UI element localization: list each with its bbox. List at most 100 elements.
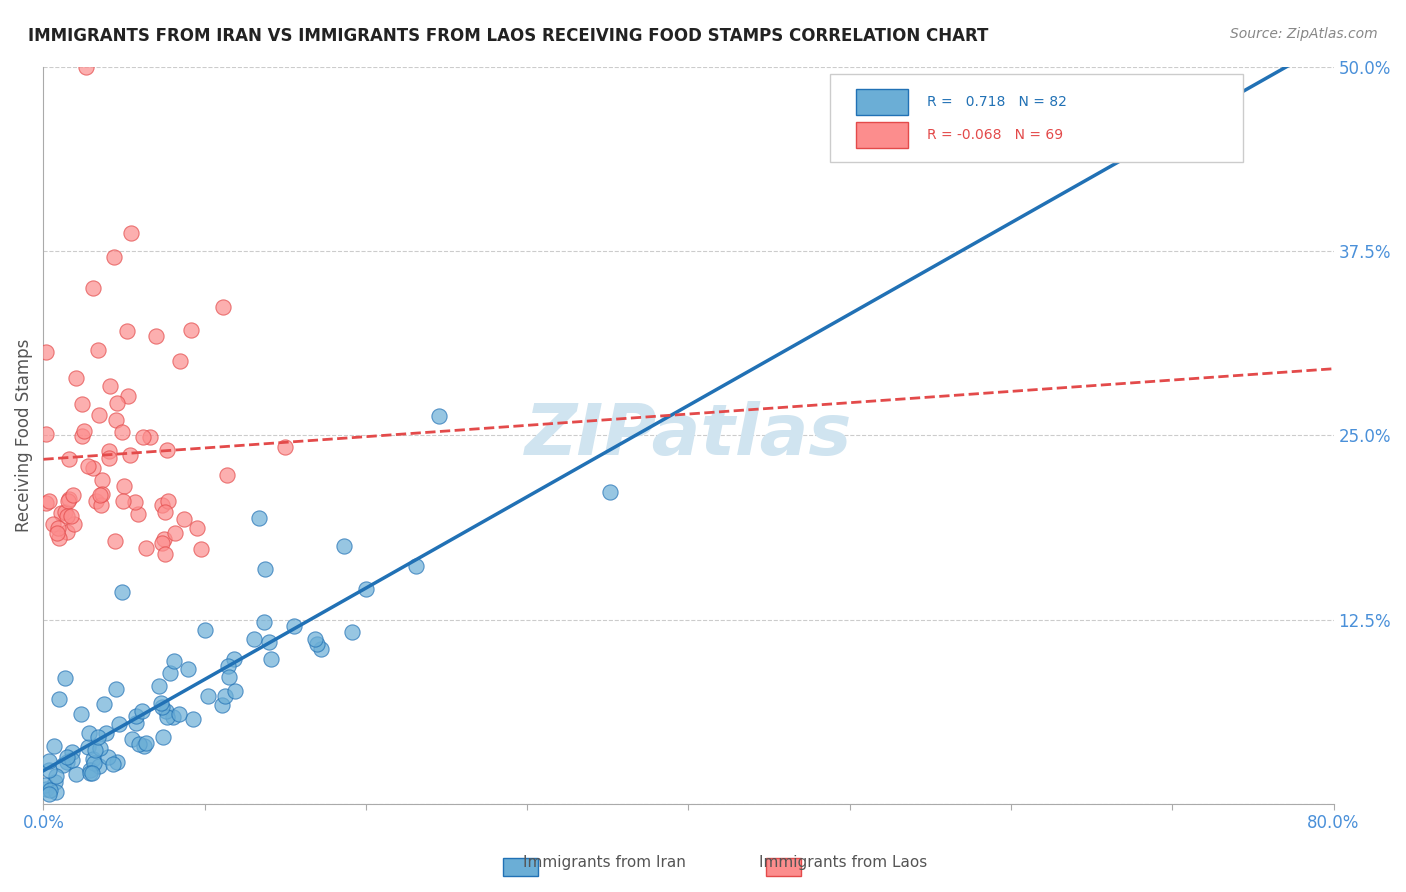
Point (58, 491, 80, 506)
Point (101, 757, 124, 772)
Point (152, 730, 174, 744)
Point (155, 704, 177, 718)
Point (34, 778, 56, 792)
Point (97, 750, 120, 764)
Point (89, 488, 111, 502)
Point (65, 766, 87, 780)
Point (107, 716, 129, 731)
Point (139, 430, 162, 444)
Point (89, 741, 111, 756)
Point (273, 440, 295, 454)
Point (112, 478, 135, 492)
Point (186, 521, 208, 535)
Point (180, 323, 202, 337)
Point (73, 424, 96, 438)
Point (35, 427, 58, 442)
Point (260, 652, 283, 666)
Point (340, 625, 363, 640)
Point (156, 710, 179, 724)
Point (111, 493, 134, 508)
Point (46, 521, 69, 535)
Point (49, 506, 72, 520)
Point (155, 443, 177, 458)
Text: R =   0.718   N = 82: R = 0.718 N = 82 (927, 95, 1067, 109)
Point (167, 706, 190, 721)
Point (93, 697, 115, 711)
Point (35, 782, 58, 797)
Point (134, 739, 156, 753)
Point (38, 755, 60, 769)
Point (90, 498, 112, 512)
Point (62, 488, 84, 502)
Point (82, 281, 104, 295)
Point (118, 448, 141, 462)
Text: R = -0.068   N = 69: R = -0.068 N = 69 (927, 128, 1063, 142)
Y-axis label: Receiving Food Stamps: Receiving Food Stamps (15, 339, 32, 532)
Point (65, 371, 87, 385)
Point (58, 452, 80, 467)
Point (48, 692, 70, 706)
Point (44, 775, 66, 789)
Point (75, 60, 97, 74)
FancyBboxPatch shape (856, 88, 908, 114)
Point (304, 632, 326, 647)
Point (218, 670, 240, 684)
Point (55, 749, 77, 764)
Point (46, 525, 69, 540)
Point (90, 487, 112, 501)
Point (82, 751, 104, 765)
Point (152, 499, 174, 513)
Point (117, 389, 139, 403)
Point (45, 785, 67, 799)
Point (111, 585, 134, 599)
Point (77, 459, 100, 474)
Point (91, 473, 114, 487)
Point (253, 615, 276, 630)
Point (104, 413, 127, 427)
Point (354, 582, 377, 596)
Point (162, 710, 184, 724)
Point (217, 468, 239, 483)
Point (52, 758, 75, 772)
Point (405, 558, 427, 573)
Point (60, 745, 83, 759)
Point (56, 493, 79, 508)
Point (79, 766, 101, 780)
Point (214, 689, 236, 703)
Point (56, 756, 79, 770)
Point (309, 642, 332, 657)
Point (257, 635, 280, 649)
Point (333, 539, 356, 553)
Point (211, 300, 233, 314)
Point (128, 737, 150, 751)
Point (125, 709, 148, 723)
Point (77, 726, 100, 740)
Point (163, 654, 186, 668)
Point (135, 736, 157, 750)
Point (173, 512, 195, 526)
Point (82, 766, 104, 780)
Point (89, 759, 111, 773)
Point (48, 531, 70, 545)
Point (45, 769, 67, 783)
Point (117, 324, 139, 338)
Point (135, 541, 157, 556)
Point (55, 505, 77, 519)
Point (217, 659, 239, 673)
Point (150, 536, 173, 550)
Point (56, 524, 79, 539)
Point (83, 756, 105, 771)
Point (38, 787, 60, 801)
Point (125, 715, 148, 730)
Point (283, 619, 305, 633)
Point (38, 763, 60, 777)
Point (190, 542, 212, 557)
Point (69, 707, 91, 722)
Point (42, 516, 65, 531)
Text: Immigrants from Laos: Immigrants from Laos (759, 855, 928, 870)
Point (87, 730, 110, 744)
Text: IMMIGRANTS FROM IRAN VS IMMIGRANTS FROM LAOS RECEIVING FOOD STAMPS CORRELATION C: IMMIGRANTS FROM IRAN VS IMMIGRANTS FROM … (28, 27, 988, 45)
Point (38, 782, 60, 797)
Point (84, 494, 107, 508)
Point (104, 533, 127, 548)
